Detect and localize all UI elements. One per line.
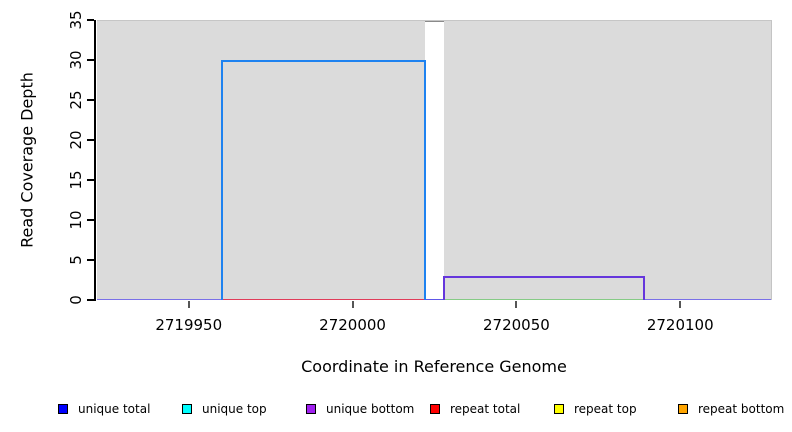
coverage-step-outline (220, 60, 426, 300)
legend-item: unique top (182, 401, 267, 417)
legend-swatch-icon (678, 404, 688, 414)
legend-item: repeat bottom (678, 401, 784, 417)
baseline-segment (424, 299, 445, 300)
legend-item: repeat top (554, 401, 637, 417)
baseline-segment (444, 299, 645, 300)
legend-label: unique bottom (326, 402, 415, 416)
legend-label: repeat total (450, 402, 521, 416)
x-tick-mark (187, 301, 190, 308)
no-data-gap-cap (424, 21, 445, 22)
y-tick-label: 30 (67, 50, 85, 70)
legend-item: unique bottom (306, 401, 414, 417)
coverage-step-outline (443, 276, 646, 300)
y-tick-mark (87, 99, 94, 101)
y-tick-mark (87, 59, 94, 61)
legend: unique total unique top unique bottom repea… (0, 399, 792, 417)
x-tick-mark (679, 301, 682, 308)
y-axis-title: Read Coverage Depth (17, 72, 37, 248)
legend-swatch-icon (554, 404, 564, 414)
legend-swatch-icon (182, 404, 192, 414)
legend-label: unique top (202, 402, 267, 416)
y-tick-label: 10 (67, 210, 85, 230)
y-tick-label: 20 (67, 130, 85, 150)
plot-area (97, 20, 772, 300)
x-tick-mark (351, 301, 354, 308)
baseline-segment (221, 299, 425, 300)
y-tick-label: 35 (67, 10, 85, 30)
no-data-gap (424, 22, 445, 300)
y-tick-mark (87, 19, 94, 21)
x-tick-label: 2720050 (483, 316, 550, 334)
y-tick-mark (87, 179, 94, 181)
y-tick-label: 15 (67, 170, 85, 190)
y-tick-mark (87, 219, 94, 221)
legend-label: repeat bottom (698, 402, 785, 416)
y-tick-label: 25 (67, 90, 85, 110)
legend-label: repeat top (574, 402, 637, 416)
legend-label: unique total (78, 402, 151, 416)
legend-item: unique total (58, 401, 150, 417)
y-tick-label: 5 (67, 255, 85, 265)
legend-swatch-icon (306, 404, 316, 414)
x-tick-label: 2719950 (155, 316, 223, 334)
y-tick-mark (87, 259, 94, 261)
x-tick-mark (515, 301, 518, 308)
y-tick-label: 0 (67, 295, 85, 305)
legend-item: repeat total (430, 401, 520, 417)
x-tick-label: 2720000 (319, 316, 386, 334)
y-tick-mark (87, 299, 94, 301)
x-tick-label: 2720100 (646, 316, 714, 334)
legend-swatch-icon (430, 404, 440, 414)
x-axis-title: Coordinate in Reference Genome (301, 357, 567, 376)
legend-swatch-icon (58, 404, 68, 414)
baseline-segment (644, 299, 771, 300)
baseline-segment (97, 299, 222, 300)
y-tick-mark (87, 139, 94, 141)
y-axis-line (94, 20, 96, 301)
